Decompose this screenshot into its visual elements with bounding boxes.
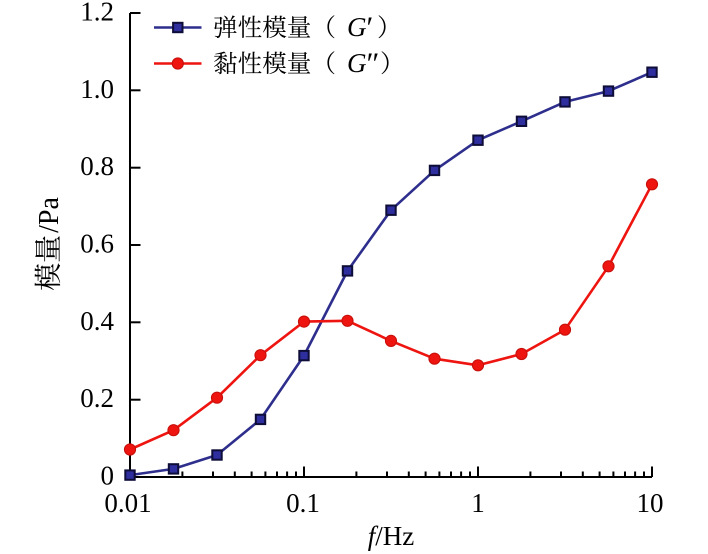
svg-text:0.2: 0.2 [80, 383, 114, 413]
svg-text:0.8: 0.8 [80, 151, 114, 181]
svg-text:0.6: 0.6 [80, 229, 114, 259]
svg-text:G″: G″ [347, 46, 379, 81]
svg-text:1.0: 1.0 [80, 74, 114, 104]
svg-text:1.2: 1.2 [80, 0, 114, 27]
svg-text:10: 10 [637, 488, 664, 518]
svg-text:f/Hz: f/Hz [368, 521, 415, 551]
svg-text:0.1: 0.1 [286, 488, 320, 518]
svg-text:1: 1 [471, 488, 485, 518]
svg-text:G′: G′ [347, 10, 373, 45]
svg-text:/Pa: /Pa [34, 197, 65, 233]
svg-text:0: 0 [101, 461, 115, 491]
svg-text:0.4: 0.4 [80, 306, 114, 336]
svg-text:0.01: 0.01 [104, 488, 151, 518]
